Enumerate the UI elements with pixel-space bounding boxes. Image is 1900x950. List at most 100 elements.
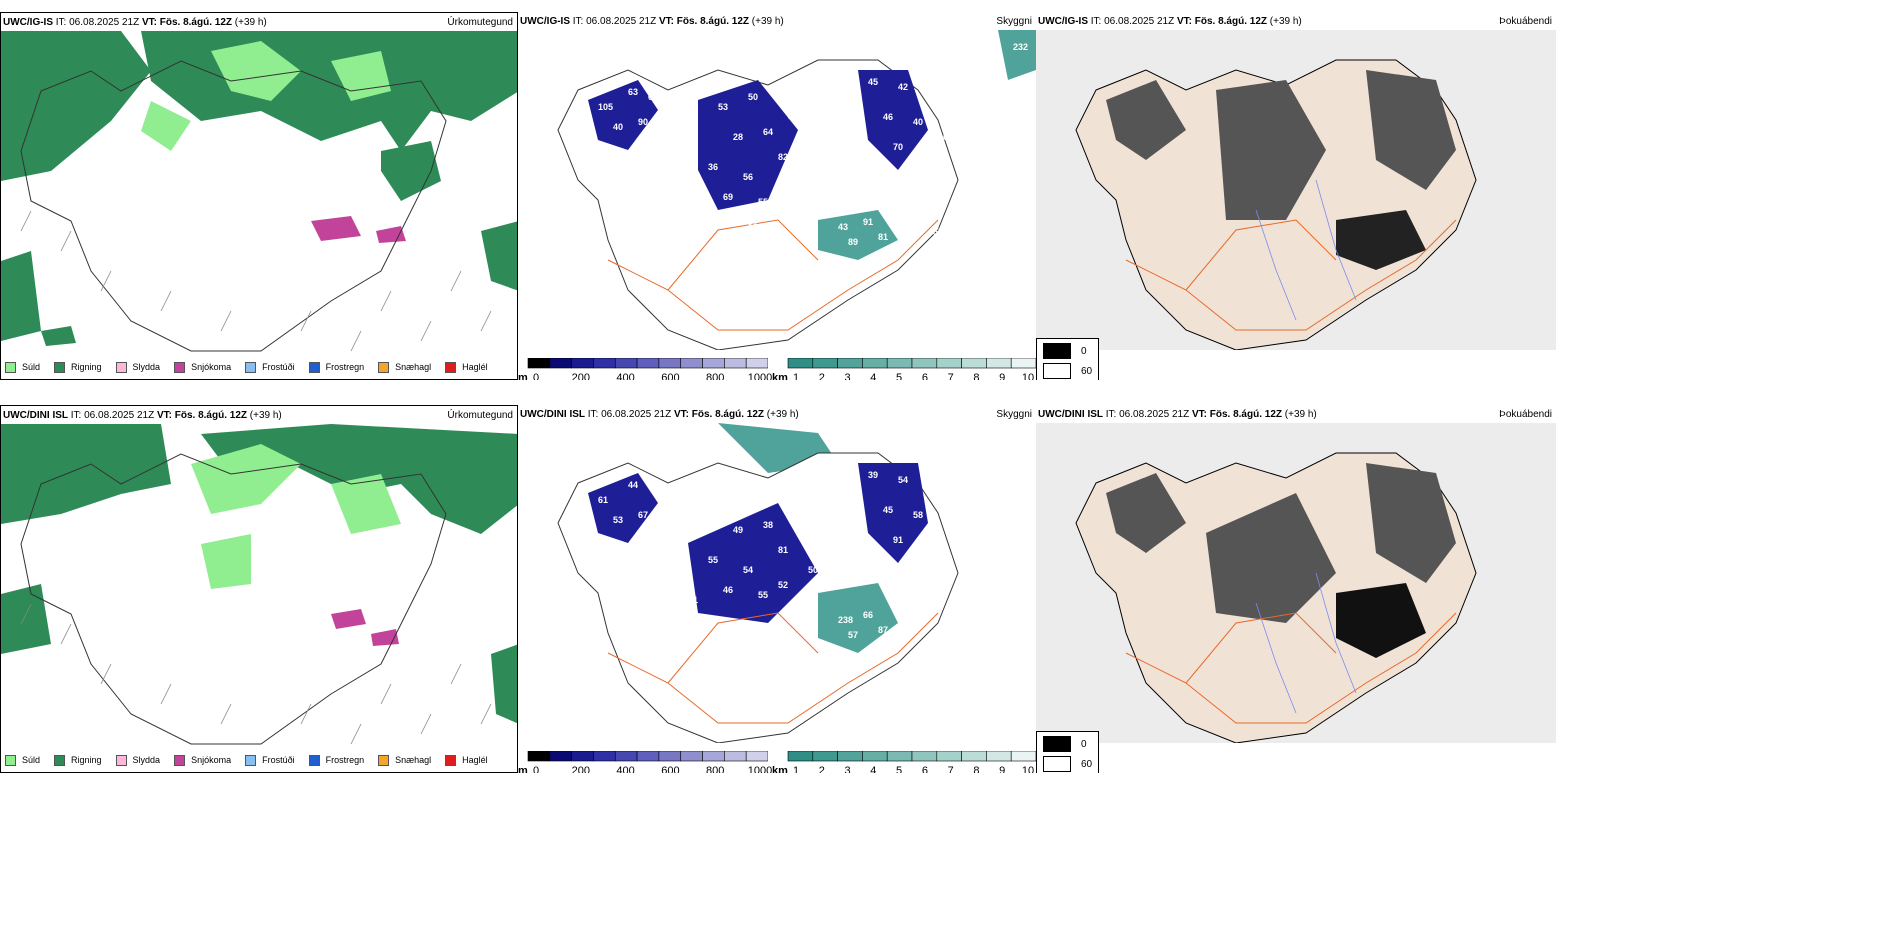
lead-time: (+39 h) [1284,409,1317,420]
colorbar-segment [702,358,725,369]
terrain-height-label: 68 [718,242,728,252]
low-visibility [818,583,898,653]
colorbar-tick: 800 [706,372,725,380]
colorbar-tick: 4 [870,765,877,773]
terrain-height-label: 43 [838,565,848,575]
iceland-coastline [557,59,959,350]
colorbar-tick: 8 [973,372,980,380]
model-name: UWC/DINI ISL [1038,409,1103,420]
snow-area [311,216,406,243]
colorbar-tick: 1 [792,765,800,773]
colorbar-segment [745,751,768,762]
precip-map [1,31,517,352]
iceland-coastline [20,60,447,352]
height-colorbar: m 0 200 400 600 800 1000 [518,358,772,380]
rain-area [141,31,517,151]
terrain-height-label: 87 [878,625,888,635]
terrain-height-label: 68 [688,202,698,212]
terrain-height-label: 90 [638,117,648,127]
terrain-height-label: 55 [768,242,778,252]
terrain-height-label: 40 [913,117,923,127]
colorbar-tick: 600 [661,372,680,380]
colorbar-segment [911,751,938,762]
terrain-height-label: 37 [828,197,838,207]
colorbar-segment [549,358,572,369]
colorbar-tick: 10 [1021,765,1035,773]
panel-title: Þokuábendi [1499,409,1552,420]
low-visibility [818,210,898,260]
terrain-height-label: 44 [618,152,628,162]
panel-header: UWC/DINI ISL IT: 06.08.2025 21Z VT: Fös.… [1038,409,1317,420]
colorbar-segment [724,751,747,762]
colorbar-segment [614,358,638,369]
colorbar-segment [837,751,863,762]
colorbar-tick: 2 [818,372,825,380]
terrain-height-label: 102 [938,132,953,142]
high-terrain [858,70,928,170]
terrain-height-label: 50 [808,565,818,575]
terrain-height-label: 51 [688,595,698,605]
colorbar-segment [724,358,747,369]
visibility-panel-bottom: UWC/DINI ISL IT: 06.08.2025 21Z VT: Fös.… [518,405,1036,773]
colorbar-tick: 400 [616,372,635,380]
model-name: UWC/IG-IS [1038,16,1088,27]
terrain-height-label: 57 [778,187,788,197]
terrain-height-label: 154 [798,615,813,625]
precip-legend: Súld Rigning Slydda Snjókoma Frostúði Fr… [5,755,488,766]
init-time: 06.08.2025 21Z [601,409,672,420]
terrain-height-label: 53 [718,102,728,112]
colorbar-segment [636,358,660,369]
init-time: 06.08.2025 21Z [69,17,140,28]
colorbar-tick: 10 [1021,372,1035,380]
colorbar-segment [961,358,987,369]
colorbar-tick: 8 [973,765,980,773]
terrain-height-label: 70 [668,565,678,575]
terrain-height-label: 50 [748,92,758,102]
rain-area [1,424,171,524]
precip-map [1,424,517,745]
legend-item: Snjókoma [174,362,231,373]
terrain-height-label: 238 [838,615,853,625]
fog-index-map [1036,30,1556,350]
init-time: 06.08.2025 21Z [84,410,155,421]
panel-title: Skyggni [996,409,1032,420]
lead-time: (+39 h) [1269,16,1302,27]
terrain-height-label: 70 [893,142,903,152]
colorbar-segment [837,358,863,369]
colorbar-tick: 9 [999,765,1006,773]
legend-item: Slydda [115,362,160,373]
wind-barbs [20,210,492,352]
terrain-height-label: 42 [788,112,798,122]
vt-label: VT: [141,17,157,28]
colorbar-segment [593,358,616,369]
terrain-height-label: 60 [693,232,703,242]
terrain-height-label: 164 [678,112,693,122]
terrain-height-label: 53 [613,515,623,525]
rain-area [1,251,41,341]
colorbar-segment [680,751,703,762]
lead-time: (+39 h) [234,17,267,28]
colorbar-segment [571,358,594,369]
colorbar-segment [614,751,638,762]
model-name: UWC/IG-IS [520,16,570,27]
terrain-height-label: 105 [598,102,613,112]
terrain-height-label: 18 [748,222,758,232]
terrain-height-label: 45 [868,77,878,87]
colorbar-segment [745,358,768,369]
colorbar-tick: 3 [844,372,851,380]
roads [607,219,939,331]
init-time: 06.08.2025 21Z [586,16,657,27]
terrain-height-label: 57 [933,227,943,237]
terrain-height-label: 66 [863,610,873,620]
colorbar-segment [636,751,660,762]
fog-legend: 0 60 [1036,338,1100,380]
terrain-height-label: 45 [808,172,818,182]
terrain-height-label: 96 [903,630,913,640]
terrain-height-label: 232 [1013,42,1028,52]
terrain-height-label: 185 [908,172,923,182]
fog-dark [1106,463,1456,623]
colorbar-tick: 6 [921,765,928,773]
colorbar-segment [812,751,838,762]
terrain-height-label: 82 [778,152,788,162]
panel-header: UWC/IG-IS IT: 06.08.2025 21Z VT: Fös. 8.… [1038,16,1302,27]
